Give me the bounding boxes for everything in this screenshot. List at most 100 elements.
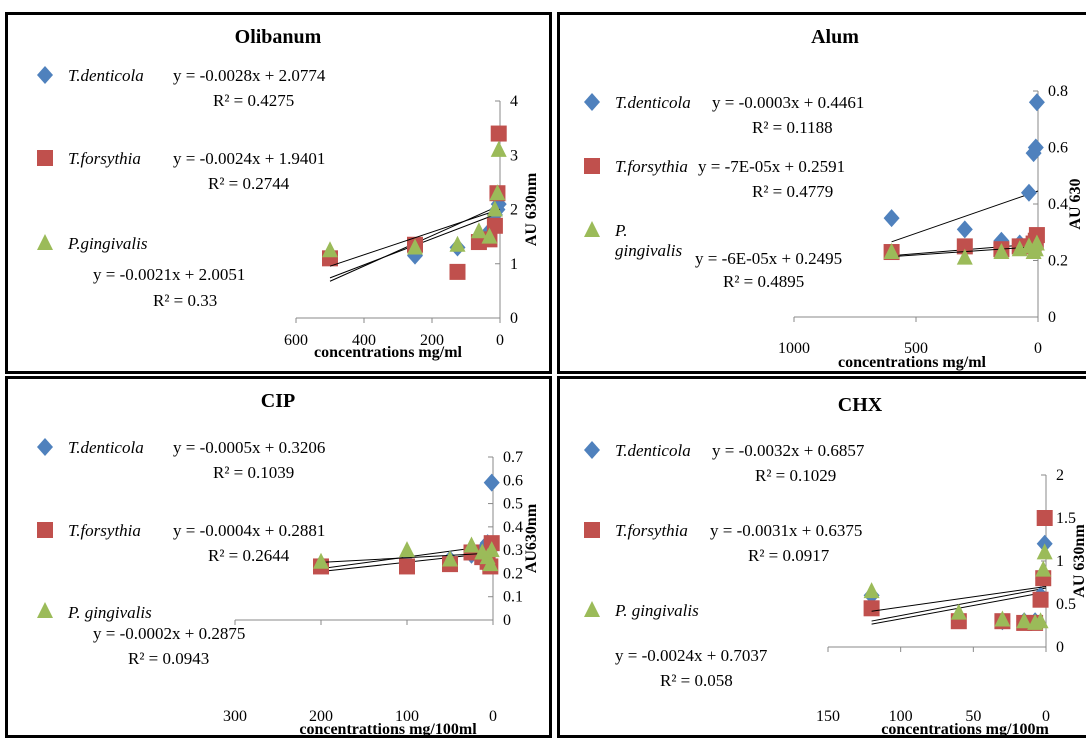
data-point-triangle	[994, 610, 1011, 627]
legend-marker-triangle	[584, 221, 600, 237]
r-squared: R² = 0.0917	[748, 546, 830, 565]
legend-marker-triangle	[37, 234, 53, 250]
y-tick-label: 0.5	[503, 496, 523, 513]
trend-equation: y = -0.0031x + 0.6375	[710, 521, 862, 540]
legend-marker-triangle	[584, 601, 600, 617]
panel-chx: CHX 0 0.5 1 1.5 2 150 100 50 0 concentrations mg/1…	[557, 376, 1086, 738]
data-point-diamond	[956, 220, 973, 239]
panel-olibanum: Olibanum 0 1 2 3 4 600 400 200 0 concentrations mg…	[5, 12, 552, 374]
legend-marker-diamond	[37, 438, 53, 456]
y-tick-label: 0	[503, 612, 511, 629]
legend-label: T.denticola	[615, 441, 691, 460]
y-tick-label: 0.4	[1048, 196, 1068, 213]
legend-label: T.denticola	[68, 438, 144, 457]
x-axis-label: concentrations mg/ml	[838, 354, 987, 371]
chart-title: Olibanum	[235, 26, 322, 48]
data-point-triangle	[490, 140, 507, 157]
x-tick-label: 0	[489, 708, 497, 725]
y-tick-label: 0.2	[503, 565, 523, 582]
r-squared: R² = 0.2744	[208, 174, 290, 193]
y-axis-label: AU 630nm	[523, 172, 540, 246]
trend-equation: y = -0.0024x + 1.9401	[173, 149, 325, 168]
r-squared: R² = 0.33	[153, 291, 217, 310]
data-point-diamond	[1028, 93, 1045, 112]
y-tick-label: 0	[1048, 309, 1056, 326]
chart-title: CIP	[261, 390, 295, 412]
data-point-triangle	[1016, 612, 1033, 629]
legend-label: T.denticola	[68, 66, 144, 85]
data-point-triangle	[1036, 543, 1053, 560]
trendline	[891, 190, 1039, 243]
data-point-diamond	[483, 473, 500, 492]
panel-cip: CIP 0 0.1 0.2 0.3 0.4 0.5 0.6 0.7 300 200 100 0 conce…	[5, 376, 552, 738]
trend-equation: y = -0.0003x + 0.4461	[712, 93, 864, 112]
x-tick-label: 200	[420, 332, 444, 349]
legend-label-line: gingivalis	[615, 241, 682, 260]
y-tick-label: 0	[1056, 639, 1064, 656]
legend-label: T.forsythia	[615, 521, 688, 540]
data-point-square	[399, 558, 415, 575]
trend-equation: y = -0.0005x + 0.3206	[173, 438, 325, 457]
x-tick-label: 150	[816, 708, 840, 725]
legend-marker-triangle	[37, 602, 53, 618]
y-axis-label: AU 630	[1067, 178, 1084, 229]
trend-equation: y = -0.0024x + 0.7037	[615, 646, 768, 665]
y-tick-label: 1	[1056, 553, 1064, 570]
legend-label: T.forsythia	[68, 521, 141, 540]
data-point-triangle	[470, 222, 487, 239]
trend-equation: y = -0.0004x + 0.2881	[173, 521, 325, 540]
data-point-square	[956, 238, 973, 255]
chart-title: CHX	[838, 394, 883, 416]
data-point-triangle	[449, 235, 466, 252]
legend-label: P. gingivalis	[67, 603, 152, 622]
data-point-triangle	[322, 241, 338, 258]
legend-label: T.forsythia	[68, 149, 141, 168]
trendline	[320, 552, 494, 563]
legend-label: P.gingivalis	[67, 234, 148, 253]
data-point-triangle	[950, 603, 967, 620]
trendline	[329, 208, 501, 267]
r-squared: R² = 0.0943	[128, 649, 209, 668]
data-point-triangle	[489, 184, 506, 201]
legend-marker-diamond	[584, 93, 600, 111]
r-squared: R² = 0.1188	[752, 118, 833, 137]
data-point-diamond	[1027, 138, 1044, 157]
y-axis-label: AU630nm	[523, 503, 540, 573]
legend-label: T.denticola	[615, 93, 691, 112]
y-tick-label: 0.2	[1048, 253, 1068, 270]
data-point-square	[449, 263, 466, 280]
legend-marker-diamond	[584, 441, 600, 459]
x-tick-label: 500	[904, 340, 928, 357]
data-point-triangle	[463, 536, 480, 553]
x-tick-label: 200	[309, 708, 333, 725]
data-point-triangle	[399, 541, 415, 558]
trendline	[871, 585, 1047, 612]
chart-cip: CIP 0 0.1 0.2 0.3 0.4 0.5 0.6 0.7 300 200 100 0 conce…	[37, 390, 540, 735]
x-tick-label: 300	[223, 708, 247, 725]
r-squared: R² = 0.4895	[723, 272, 804, 291]
chart-title: Alum	[811, 26, 859, 48]
panel-alum: Alum 0 0.2 0.4 0.6 0.8 1000 500 0 concentrations …	[557, 12, 1086, 374]
legend-marker-square	[37, 522, 53, 538]
data-point-triangle	[863, 582, 880, 599]
r-squared: R² = 0.2644	[208, 546, 290, 565]
data-point-triangle	[483, 541, 500, 558]
x-tick-label: 100	[395, 708, 419, 725]
data-point-triangle	[956, 248, 973, 265]
legend-label: T.forsythia	[615, 157, 688, 176]
x-axis-label: concentrations mg/ml	[314, 344, 463, 361]
r-squared: R² = 0.4779	[752, 182, 833, 201]
y-tick-label: 0.3	[503, 542, 523, 559]
y-tick-label: 2	[1056, 467, 1064, 484]
trend-equation: y = -0.0032x + 0.6857	[712, 441, 865, 460]
legend-label: P.gingivalis	[614, 221, 682, 260]
data-point-diamond	[1020, 183, 1037, 202]
data-point-triangle	[1032, 612, 1049, 629]
data-point-triangle	[883, 243, 900, 260]
y-tick-label: 0.5	[1056, 596, 1076, 613]
trend-equation: y = -7E-05x + 0.2591	[698, 157, 845, 176]
data-point-square	[486, 217, 503, 234]
y-tick-label: 0.8	[1048, 83, 1068, 100]
r-squared: R² = 0.1039	[213, 463, 294, 482]
x-tick-label: 0	[1034, 340, 1042, 357]
